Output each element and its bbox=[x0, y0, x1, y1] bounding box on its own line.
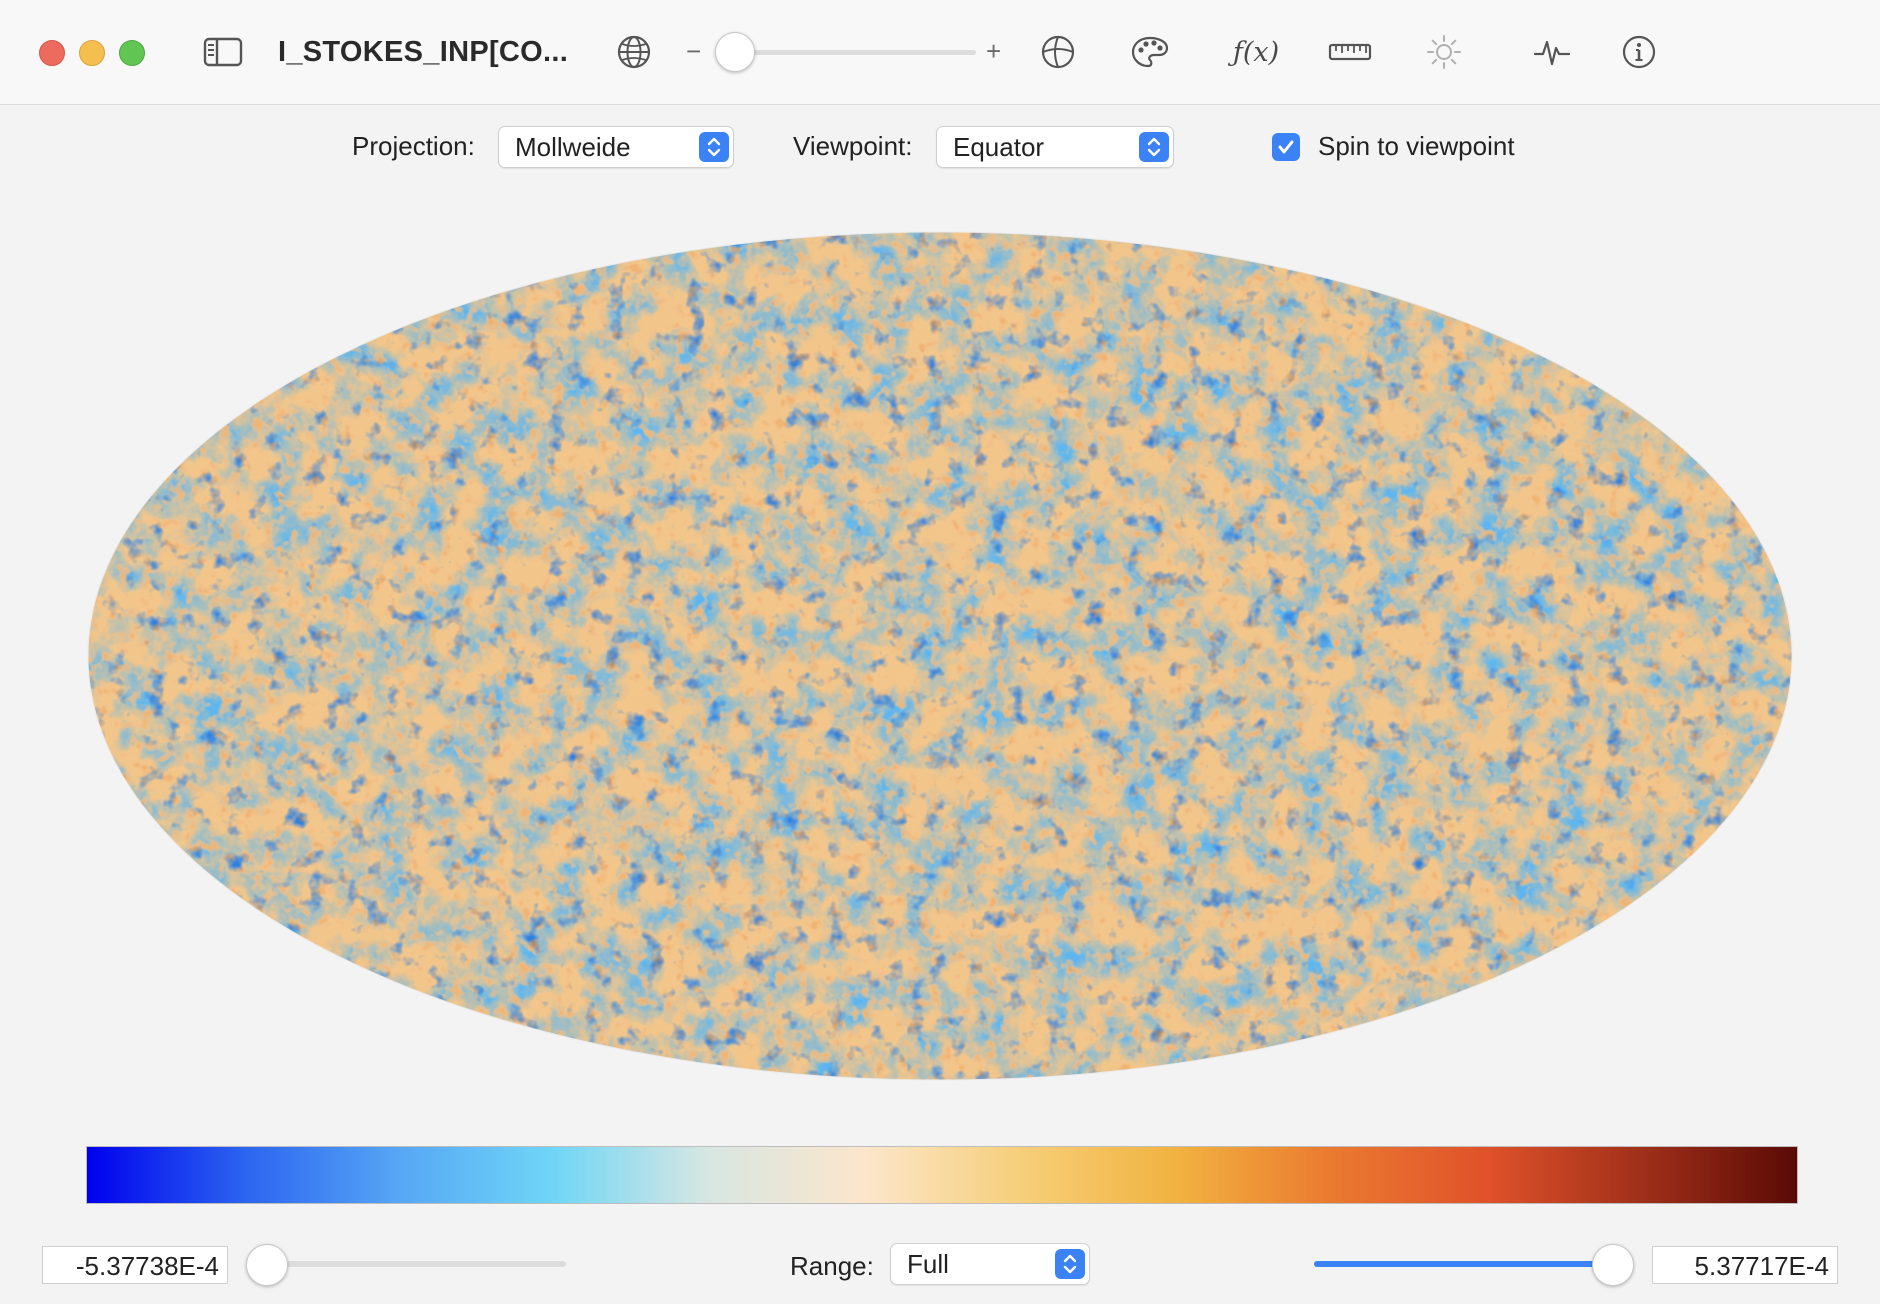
chevron-updown-icon bbox=[1055, 1249, 1085, 1279]
toolbar: I_STOKES_INP[CO... − + bbox=[0, 0, 1880, 105]
projection-popup[interactable]: Mollweide bbox=[498, 126, 734, 168]
info-icon[interactable] bbox=[1617, 30, 1661, 74]
min-range-slider-track[interactable] bbox=[248, 1261, 566, 1267]
sphere-icon[interactable] bbox=[1036, 30, 1080, 74]
zoom-out-label: − bbox=[686, 36, 702, 66]
projection-value: Mollweide bbox=[515, 132, 631, 162]
min-value-field[interactable]: -5.37738E-4 bbox=[42, 1246, 228, 1284]
close-window-button[interactable] bbox=[39, 40, 65, 66]
waveform-icon[interactable] bbox=[1530, 30, 1574, 74]
ruler-icon[interactable] bbox=[1326, 30, 1374, 74]
range-value: Full bbox=[907, 1249, 949, 1279]
viewpoint-popup[interactable]: Equator bbox=[936, 126, 1174, 168]
range-popup[interactable]: Full bbox=[890, 1243, 1090, 1285]
globe-icon[interactable] bbox=[612, 30, 656, 74]
max-range-slider-track[interactable] bbox=[1314, 1261, 1614, 1267]
zoom-slider-knob[interactable] bbox=[715, 32, 755, 72]
colorbar bbox=[86, 1146, 1798, 1204]
brightness-icon[interactable] bbox=[1422, 30, 1466, 74]
function-icon[interactable]: ƒ(x) bbox=[1226, 30, 1286, 74]
mollweide-map[interactable] bbox=[86, 230, 1794, 1082]
chevron-updown-icon bbox=[1139, 132, 1169, 162]
projection-label: Projection: bbox=[352, 131, 475, 161]
sidebar-icon[interactable] bbox=[201, 30, 245, 74]
viewpoint-label: Viewpoint: bbox=[793, 131, 913, 161]
max-value-field[interactable]: 5.37717E-4 bbox=[1652, 1246, 1838, 1284]
range-label: Range: bbox=[790, 1251, 874, 1281]
document-title: I_STOKES_INP[CO... bbox=[278, 36, 569, 68]
max-range-slider-knob[interactable] bbox=[1592, 1244, 1634, 1286]
palette-icon[interactable] bbox=[1128, 30, 1172, 74]
function-label: ƒ(x) bbox=[1232, 36, 1280, 68]
spin-to-viewpoint-label: Spin to viewpoint bbox=[1318, 131, 1515, 161]
spin-to-viewpoint-checkbox[interactable] bbox=[1272, 133, 1300, 161]
min-range-slider-knob[interactable] bbox=[246, 1244, 288, 1286]
minimize-window-button[interactable] bbox=[79, 40, 105, 66]
sky-map[interactable] bbox=[86, 230, 1794, 1082]
zoom-window-button[interactable] bbox=[119, 40, 145, 66]
zoom-slider-track[interactable] bbox=[718, 50, 976, 55]
zoom-in-label: + bbox=[986, 36, 1002, 66]
viewpoint-value: Equator bbox=[953, 132, 1045, 162]
chevron-updown-icon bbox=[699, 132, 729, 162]
checkmark-icon bbox=[1278, 140, 1294, 154]
